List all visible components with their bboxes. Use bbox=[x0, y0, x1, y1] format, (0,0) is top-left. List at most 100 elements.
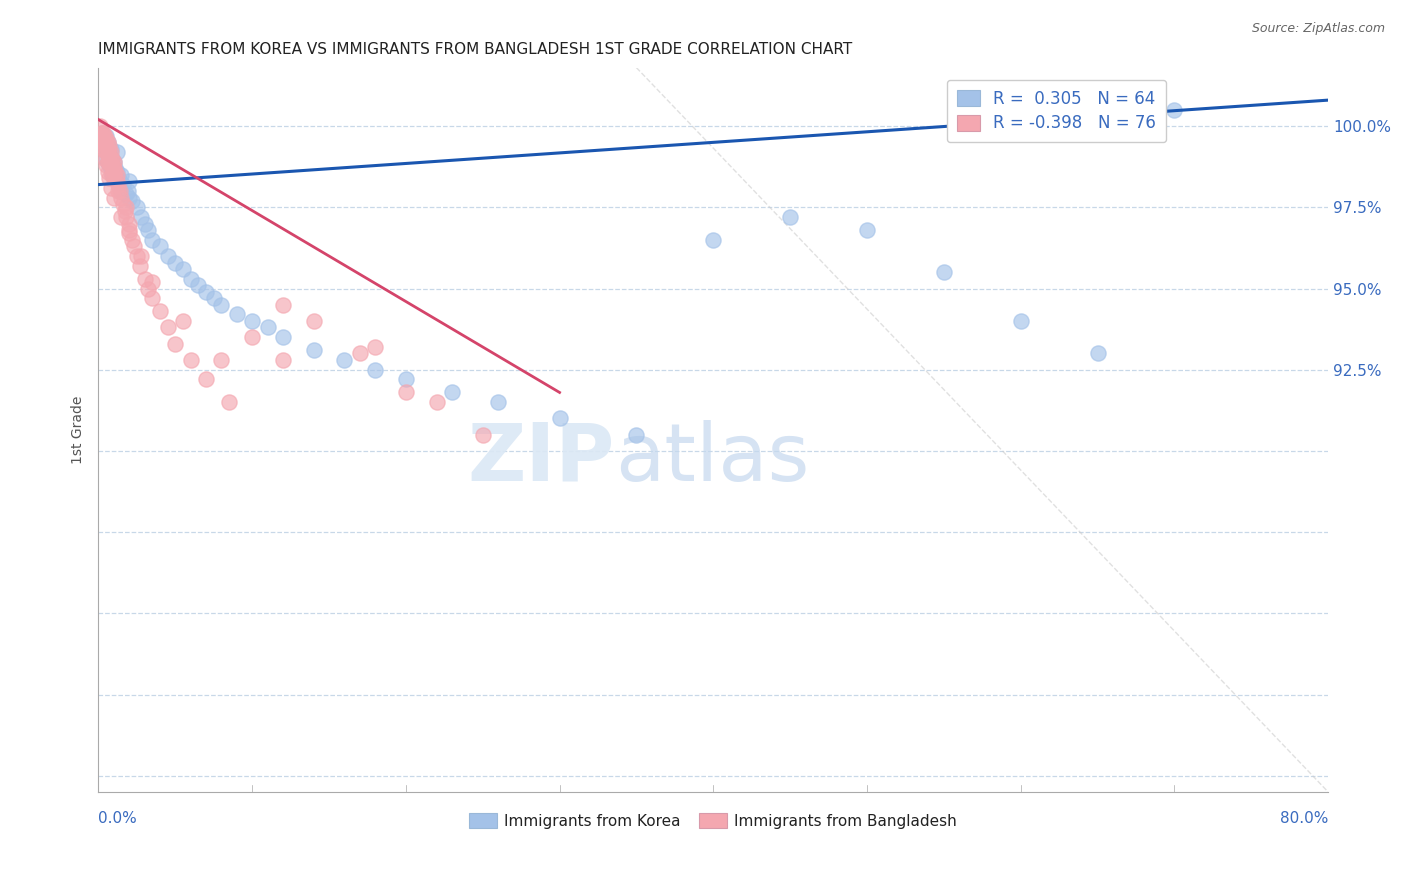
Point bbox=[118, 217, 141, 231]
Point bbox=[98, 138, 121, 153]
Point bbox=[93, 132, 115, 146]
Y-axis label: 1st Grade: 1st Grade bbox=[72, 396, 86, 464]
Point bbox=[165, 255, 187, 269]
Point bbox=[108, 174, 131, 188]
Point bbox=[98, 148, 121, 162]
Point bbox=[118, 190, 141, 204]
Point bbox=[90, 126, 112, 140]
Point bbox=[100, 161, 122, 176]
Point bbox=[271, 353, 294, 368]
Point bbox=[195, 372, 218, 386]
Point bbox=[107, 184, 129, 198]
Point bbox=[90, 126, 112, 140]
Point bbox=[426, 395, 449, 409]
Point bbox=[93, 142, 115, 156]
Point bbox=[187, 278, 209, 293]
Point bbox=[100, 181, 122, 195]
Point bbox=[98, 171, 121, 186]
Point bbox=[105, 164, 128, 178]
Point bbox=[118, 227, 141, 241]
Point bbox=[101, 158, 124, 172]
Point bbox=[626, 427, 648, 442]
Point bbox=[93, 136, 115, 150]
Point bbox=[149, 304, 172, 318]
Point bbox=[121, 233, 143, 247]
Point bbox=[149, 239, 172, 253]
Point bbox=[141, 233, 163, 247]
Point bbox=[110, 168, 132, 182]
Point bbox=[141, 291, 163, 305]
Point bbox=[114, 203, 136, 218]
Point bbox=[118, 223, 141, 237]
Point bbox=[1010, 314, 1032, 328]
Point bbox=[103, 190, 125, 204]
Point bbox=[107, 178, 129, 192]
Point bbox=[395, 372, 418, 386]
Point bbox=[90, 128, 112, 143]
Point bbox=[125, 200, 148, 214]
Point bbox=[97, 142, 120, 156]
Point bbox=[101, 152, 124, 166]
Point bbox=[302, 314, 325, 328]
Point bbox=[101, 168, 124, 182]
Point bbox=[115, 210, 138, 224]
Point bbox=[110, 210, 132, 224]
Point bbox=[97, 148, 120, 162]
Point bbox=[103, 154, 125, 169]
Point bbox=[105, 168, 128, 182]
Point bbox=[165, 336, 187, 351]
Point bbox=[131, 210, 153, 224]
Point bbox=[141, 275, 163, 289]
Text: atlas: atlas bbox=[614, 420, 810, 498]
Point bbox=[97, 154, 120, 169]
Point bbox=[97, 154, 120, 169]
Point bbox=[89, 119, 111, 133]
Point bbox=[108, 184, 131, 198]
Point bbox=[271, 298, 294, 312]
Point bbox=[117, 184, 139, 198]
Point bbox=[125, 249, 148, 263]
Point bbox=[107, 171, 129, 186]
Text: 80.0%: 80.0% bbox=[1279, 812, 1329, 827]
Point bbox=[91, 136, 114, 150]
Point bbox=[364, 340, 387, 354]
Point bbox=[240, 330, 263, 344]
Point bbox=[94, 132, 117, 146]
Point bbox=[94, 152, 117, 166]
Point bbox=[364, 362, 387, 376]
Point bbox=[856, 223, 879, 237]
Point bbox=[105, 145, 128, 160]
Point bbox=[172, 262, 194, 277]
Point bbox=[93, 142, 115, 156]
Point bbox=[218, 395, 240, 409]
Point bbox=[97, 164, 120, 178]
Point bbox=[93, 152, 115, 166]
Point bbox=[94, 138, 117, 153]
Point bbox=[486, 395, 509, 409]
Point bbox=[100, 152, 122, 166]
Point bbox=[271, 330, 294, 344]
Point bbox=[94, 145, 117, 160]
Point bbox=[202, 291, 225, 305]
Point bbox=[395, 385, 418, 400]
Point bbox=[94, 158, 117, 172]
Point bbox=[97, 136, 120, 150]
Point bbox=[702, 233, 724, 247]
Point bbox=[225, 308, 247, 322]
Legend: Immigrants from Korea, Immigrants from Bangladesh: Immigrants from Korea, Immigrants from B… bbox=[463, 807, 963, 835]
Point bbox=[103, 154, 125, 169]
Point bbox=[136, 281, 159, 295]
Point bbox=[97, 136, 120, 150]
Point bbox=[104, 164, 127, 178]
Point bbox=[136, 223, 159, 237]
Point bbox=[104, 161, 127, 176]
Point bbox=[302, 343, 325, 358]
Point bbox=[103, 171, 125, 186]
Point bbox=[134, 217, 156, 231]
Point bbox=[180, 353, 202, 368]
Point bbox=[156, 249, 179, 263]
Point bbox=[471, 427, 494, 442]
Point bbox=[103, 161, 125, 176]
Point bbox=[172, 314, 194, 328]
Point bbox=[100, 158, 122, 172]
